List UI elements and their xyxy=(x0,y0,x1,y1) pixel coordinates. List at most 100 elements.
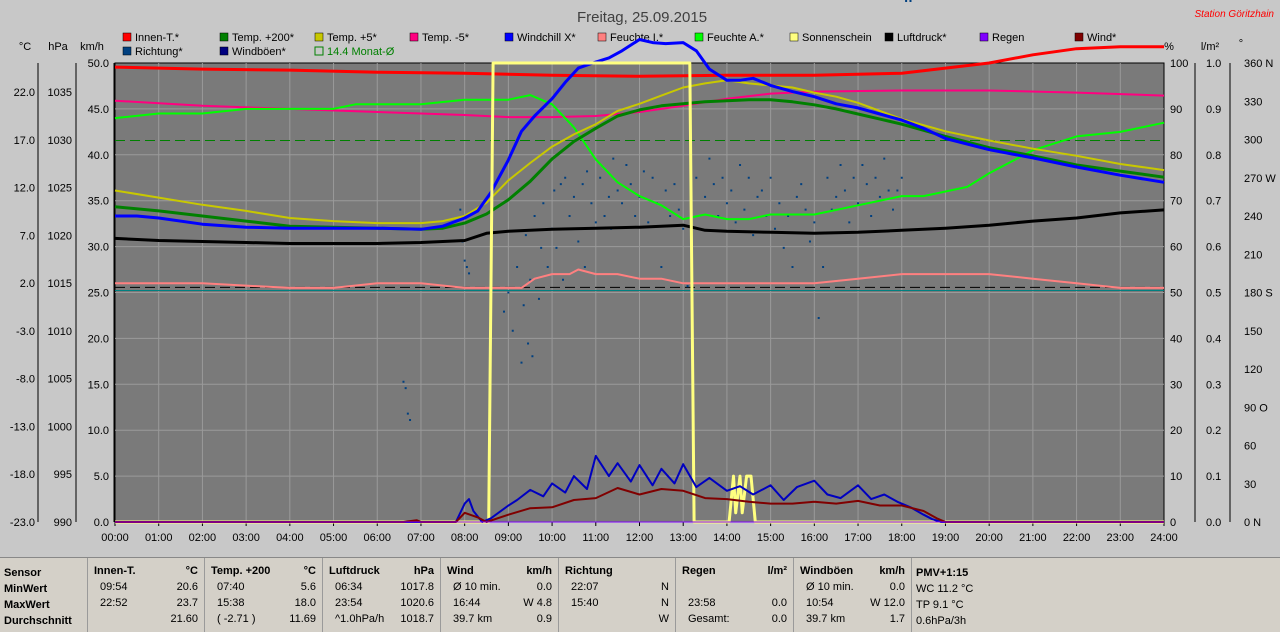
dir-tick-label: 150 xyxy=(1244,326,1262,338)
direction-point xyxy=(553,189,556,192)
hum-tick-label: 100 xyxy=(1170,58,1188,70)
temp-tick-label: 12.0 xyxy=(14,183,35,195)
x-tick-label: 07:00 xyxy=(407,532,435,544)
direction-point xyxy=(402,380,405,383)
direction-point xyxy=(804,208,807,211)
x-tick-label: 23:00 xyxy=(1107,532,1135,544)
x-tick-label: 22:00 xyxy=(1063,532,1091,544)
weather-chart: Freitag, 25.09.2015 Station Göritzhain I… xyxy=(9,0,1277,544)
stats-windboeen-header: Windböen xyxy=(800,565,854,577)
stats-innen-value: 23.7 xyxy=(176,597,198,609)
direction-point xyxy=(529,278,532,281)
stats-luftdruck-header: Luftdruck xyxy=(329,565,380,577)
wind-tick-label: 20.0 xyxy=(88,333,109,345)
stats-regen-value: 0.0 xyxy=(771,613,787,625)
rain-tick-label: 0.2 xyxy=(1206,425,1221,437)
stats-footer: Sensor MinWert MaxWert Durchschnitt Inne… xyxy=(0,557,1280,632)
direction-point xyxy=(892,208,895,211)
direction-point xyxy=(503,310,506,313)
direction-point xyxy=(507,291,510,294)
direction-point xyxy=(634,215,637,217)
direction-point xyxy=(562,278,565,281)
stats-luftdruck-value: 1018.7 xyxy=(400,613,434,625)
x-tick-label: 10:00 xyxy=(538,532,566,544)
direction-point xyxy=(712,183,715,186)
direction-point xyxy=(465,266,468,268)
stats-richtung-value: W xyxy=(658,613,669,625)
x-tick-label: 11:00 xyxy=(582,532,609,544)
direction-point xyxy=(704,195,707,198)
stats-row-avg: Durchschnitt xyxy=(4,615,72,627)
legend-label: Feuchte A.* xyxy=(707,32,765,44)
temp-tick-label: 17.0 xyxy=(14,135,35,147)
direction-point xyxy=(782,246,785,249)
direction-point xyxy=(835,195,838,198)
stats-row-min: MinWert xyxy=(4,583,48,595)
legend-label: Innen-T.* xyxy=(135,32,180,44)
axis-header-wind: km/h xyxy=(80,41,104,53)
stats-wind-time: 39.7 km xyxy=(453,613,493,625)
direction-point xyxy=(883,157,886,160)
direction-point xyxy=(625,164,628,166)
direction-point xyxy=(468,272,471,275)
hum-tick-label: 70 xyxy=(1170,196,1182,208)
hum-tick-label: 10 xyxy=(1170,471,1182,483)
stats-innen-value: 21.60 xyxy=(170,613,198,625)
press-tick-label: 1020 xyxy=(48,230,72,242)
direction-point xyxy=(826,176,829,179)
stats-temp200-value: 18.0 xyxy=(294,597,316,609)
legend-swatch xyxy=(219,32,229,42)
direction-point xyxy=(848,221,851,224)
stats-luftdruck-time: 06:34 xyxy=(335,581,363,593)
stats-luftdruck-time: 23:54 xyxy=(335,597,363,609)
legend-swatch xyxy=(122,32,132,42)
x-tick-label: 09:00 xyxy=(495,532,523,544)
stats-windboeen-unit: km/h xyxy=(879,565,905,577)
direction-point xyxy=(795,195,798,198)
stats-windboeen-value: 1.7 xyxy=(889,613,905,625)
direction-point xyxy=(406,412,409,415)
dir-tick-label: 60 xyxy=(1244,441,1256,453)
press-tick-label: 1030 xyxy=(48,135,72,147)
x-tick-label: 08:00 xyxy=(451,532,479,544)
direction-point xyxy=(905,0,908,2)
direction-point xyxy=(817,317,820,319)
stats-temp200-value: 11.69 xyxy=(289,613,316,625)
direction-point xyxy=(583,266,586,268)
x-tick-label: 01:00 xyxy=(145,532,173,544)
wind-tick-label: 5.0 xyxy=(94,471,109,483)
direction-point xyxy=(909,0,912,2)
direction-point xyxy=(527,342,530,345)
direction-point xyxy=(730,189,733,192)
dir-tick-label: 120 xyxy=(1244,364,1262,376)
stats-windboeen-time: 39.7 km xyxy=(806,613,846,625)
legend-swatch xyxy=(409,32,419,42)
series-temp-5 xyxy=(114,89,1165,119)
direction-point xyxy=(594,221,597,224)
stats-wind-unit: km/h xyxy=(526,565,552,577)
direction-point xyxy=(800,183,803,186)
rain-tick-label: 0.0 xyxy=(1206,517,1221,529)
x-tick-label: 02:00 xyxy=(189,532,217,544)
temp-tick-label: 7.0 xyxy=(20,230,35,242)
direction-point xyxy=(577,240,580,243)
series-innen-t xyxy=(114,45,1164,78)
stats-temp200-column: Temp. +200 °C 07:40 5.6 15:38 18.0 ( -2.71 ) 11… xyxy=(205,558,323,632)
stats-wind-value: 0.9 xyxy=(536,613,552,625)
direction-point xyxy=(459,208,462,211)
press-tick-label: 1025 xyxy=(48,183,72,195)
legend-swatch xyxy=(979,32,989,42)
stats-pmv-wc: WC 11.2 °C xyxy=(916,583,974,595)
stats-innen-time: 09:54 xyxy=(100,581,128,593)
hum-tick-label: 40 xyxy=(1170,333,1182,345)
direction-point xyxy=(463,259,466,262)
direction-point xyxy=(808,240,811,243)
direction-point xyxy=(599,176,602,179)
direction-point xyxy=(865,183,868,186)
series-feuchte-a xyxy=(114,94,1165,221)
legend-label: Sonnenschein xyxy=(802,32,872,44)
direction-point xyxy=(752,234,755,237)
direction-point xyxy=(900,176,903,179)
dir-tick-label: 330 xyxy=(1244,96,1262,108)
direction-point xyxy=(664,189,667,192)
